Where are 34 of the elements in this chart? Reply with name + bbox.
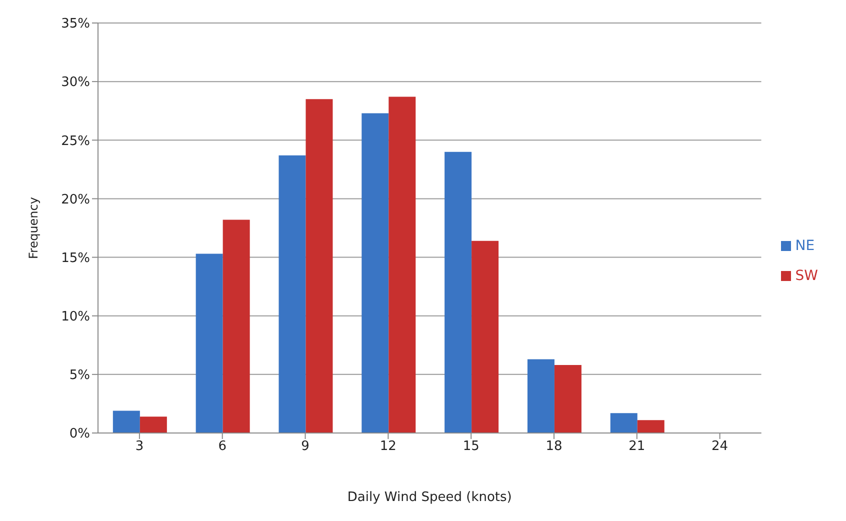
x-tick-label: 9: [301, 439, 310, 454]
y-tick-label: 25%: [61, 134, 90, 149]
y-tick-label: 20%: [61, 192, 90, 208]
y-tick-label: 30%: [61, 75, 90, 90]
x-axis-title: Daily Wind Speed (knots): [347, 490, 512, 505]
bar: [527, 359, 554, 433]
x-tick-label: 3: [135, 439, 144, 454]
bar: [444, 152, 472, 433]
bar: [140, 416, 167, 433]
bar: [222, 220, 250, 433]
bar: [278, 155, 306, 433]
y-axis-title: Frequency: [26, 197, 40, 259]
bar: [196, 254, 223, 433]
bar: [472, 240, 499, 433]
bar: [306, 99, 333, 433]
x-tick-label: 24: [712, 439, 728, 454]
bar: [554, 365, 582, 433]
y-tick-label: 0%: [69, 426, 90, 442]
legend-label: SW: [795, 268, 818, 284]
x-tick-label: 15: [462, 439, 480, 454]
x-tick-label: 12: [380, 439, 396, 454]
bar: [112, 410, 140, 433]
legend-label: NE: [795, 238, 815, 254]
bar: [637, 420, 664, 433]
bar: [610, 413, 638, 433]
x-tick-label: 6: [218, 439, 227, 454]
x-tick-label: 21: [628, 439, 646, 454]
y-tick-label: 5%: [69, 368, 90, 384]
y-tick-label: 15%: [61, 250, 90, 266]
y-tick-label: 10%: [61, 309, 90, 324]
bar: [388, 96, 416, 433]
bar: [362, 113, 389, 433]
x-tick-label: 18: [546, 439, 562, 454]
y-tick-label: 35%: [61, 16, 90, 32]
